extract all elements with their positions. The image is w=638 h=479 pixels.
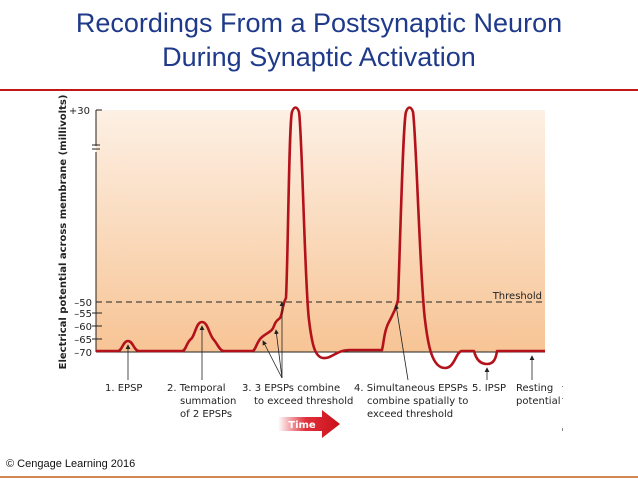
threshold-label: Threshold xyxy=(492,291,542,302)
slide-title: Recordings From a Postsynaptic Neuron Du… xyxy=(0,6,638,74)
time-arrow: Time xyxy=(278,410,340,438)
caption-resting-2: potential xyxy=(516,396,560,407)
title-divider xyxy=(0,89,638,91)
y-axis-label: Electrical potential across membrane (mi… xyxy=(58,95,69,370)
tick-minus55: –55 xyxy=(74,309,92,320)
tick-minus70: –70 xyxy=(74,348,92,359)
event-pointers xyxy=(125,301,535,381)
caption-simultaneous-1: 4. Simultaneous EPSPs xyxy=(354,383,468,394)
caption-epsp: 1. EPSP xyxy=(105,383,142,394)
footer-divider xyxy=(0,476,638,478)
tick-minus65: –65 xyxy=(74,335,92,346)
caption-temporal-3: of 2 EPSPs xyxy=(180,409,232,420)
y-axis xyxy=(92,109,102,352)
title-line-2: During Synaptic Activation xyxy=(162,42,476,72)
caption-temporal-2: summation xyxy=(180,396,236,407)
copyright-notice: © Cengage Learning 2016 xyxy=(6,458,136,470)
caption-ipsp: 5. IPSP xyxy=(472,383,506,394)
caption-3epsp-2: to exceed threshold xyxy=(254,396,353,407)
caption-temporal-1: 2. Temporal xyxy=(167,383,226,394)
caption-simultaneous-3: exceed threshold xyxy=(367,409,453,420)
tick-minus60: –60 xyxy=(74,322,92,333)
caption-3epsp-1: 3. 3 EPSPs combine xyxy=(242,383,340,394)
margin-marks xyxy=(562,386,563,431)
title-line-1: Recordings From a Postsynaptic Neuron xyxy=(75,8,563,38)
tick-minus50: –50 xyxy=(74,298,92,309)
plot-area xyxy=(96,110,545,352)
caption-simultaneous-2: combine spatially to xyxy=(367,396,468,407)
time-label: Time xyxy=(288,420,316,431)
caption-resting-1: Resting xyxy=(516,383,553,394)
membrane-potential-trace xyxy=(96,106,545,370)
tick-plus30: +30 xyxy=(69,106,90,117)
